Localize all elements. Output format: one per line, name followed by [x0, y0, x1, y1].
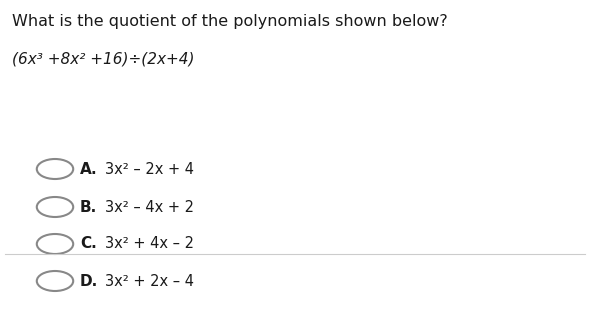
Text: 3x² – 2x + 4: 3x² – 2x + 4: [105, 161, 194, 177]
Text: D.: D.: [80, 273, 99, 288]
Text: 3x² + 4x – 2: 3x² + 4x – 2: [105, 237, 194, 251]
Text: (6x³ +8x² +16)÷(2x+4): (6x³ +8x² +16)÷(2x+4): [12, 52, 195, 67]
Text: C.: C.: [80, 237, 97, 251]
Text: What is the quotient of the polynomials shown below?: What is the quotient of the polynomials …: [12, 14, 448, 29]
Text: 3x² + 2x – 4: 3x² + 2x – 4: [105, 273, 194, 288]
Text: B.: B.: [80, 200, 97, 214]
Text: 3x² – 4x + 2: 3x² – 4x + 2: [105, 200, 194, 214]
Text: A.: A.: [80, 161, 97, 177]
